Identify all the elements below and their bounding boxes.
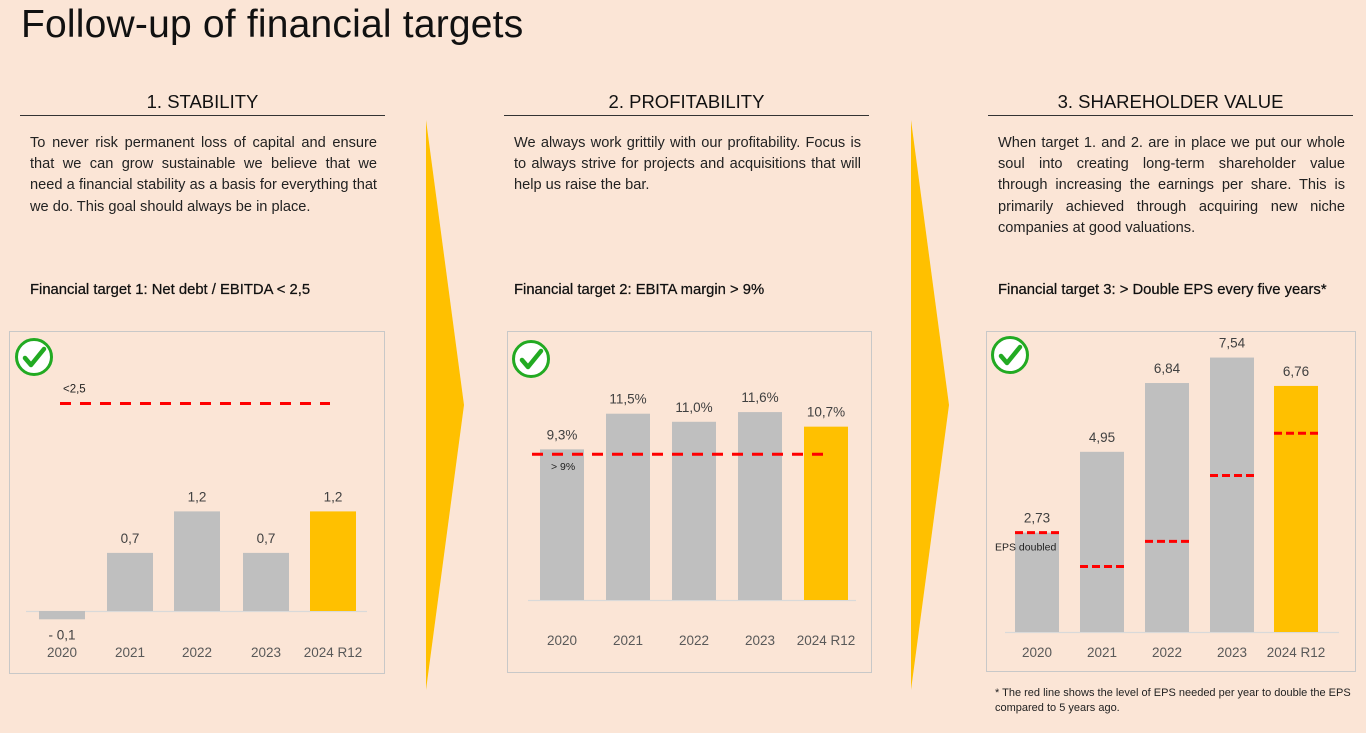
category-label: 2023 xyxy=(251,645,281,660)
section-heading: 1. STABILITY xyxy=(146,91,259,112)
check-circle-icon xyxy=(991,336,1029,374)
bar-2023 xyxy=(243,552,289,611)
heading-divider xyxy=(504,115,869,116)
check-mark-icon xyxy=(998,344,1023,366)
data-label: 0,7 xyxy=(121,531,140,546)
bar-2021 xyxy=(606,413,650,600)
financial-target-label: Financial target 2: EBITA margin > 9% xyxy=(514,282,765,298)
chart-svg: 2,73 2020 4,95 2021 6,84 2022 7,54 2023 6,76 2024… xyxy=(991,336,1339,660)
category-label: 2021 xyxy=(1087,645,1117,660)
category-label: 2024 R12 xyxy=(1267,645,1326,660)
category-label: 2022 xyxy=(1152,645,1182,660)
heading-divider xyxy=(988,115,1353,116)
data-label: 1,2 xyxy=(324,489,343,504)
bar-2022 xyxy=(174,511,220,611)
category-label: 2023 xyxy=(745,633,775,648)
category-label: 2021 xyxy=(115,645,145,660)
category-label: 2023 xyxy=(1217,645,1247,660)
financial-target-label: Financial target 1: Net debt / EBITDA < … xyxy=(30,282,311,298)
chevron-right-arrow-icon xyxy=(426,120,464,690)
section-description: To never risk permanent loss of capital … xyxy=(30,135,377,215)
bar-2024-r12 xyxy=(1274,385,1318,632)
category-label: 2020 xyxy=(47,645,77,660)
category-label: 2021 xyxy=(613,633,643,648)
data-label: 1,2 xyxy=(188,489,207,504)
target-line-label: > 9% xyxy=(551,461,575,473)
bar-2023 xyxy=(738,412,782,600)
category-label: 2020 xyxy=(1022,645,1052,660)
chart-ebita-margin: 9,3% 2020 11,5% 2021 11,0% 2022 11,6% 2023 10,7%… xyxy=(507,331,872,673)
bar-2022 xyxy=(672,421,716,600)
footnote: * The red line shows the level of EPS ne… xyxy=(995,687,1351,714)
bar-2020 xyxy=(540,449,584,600)
bar-2021 xyxy=(1080,451,1124,632)
chart-eps: 2,73 2020 4,95 2021 6,84 2022 7,54 2023 6,76 2024… xyxy=(986,331,1356,672)
section-heading: 2. PROFITABILITY xyxy=(608,91,765,112)
page-title: Follow-up of financial targets xyxy=(21,3,524,46)
chart-net-debt-ebitda: - 0,1 2020 0,7 2021 1,2 2022 0,7 2023 1,2 2024 R1… xyxy=(9,331,385,674)
bar-2020 xyxy=(39,611,85,620)
bar-2024-r12 xyxy=(310,511,356,611)
category-label: 2020 xyxy=(547,633,577,648)
data-label: 11,5% xyxy=(609,392,646,407)
section-description: When target 1. and 2. are in place we pu… xyxy=(998,135,1345,236)
category-label: 2022 xyxy=(679,633,709,648)
bar-2022 xyxy=(1145,383,1189,632)
section-heading: 3. SHAREHOLDER VALUE xyxy=(1057,91,1284,112)
check-mark-icon xyxy=(22,346,47,368)
bar-2021 xyxy=(107,552,153,611)
data-label: 6,76 xyxy=(1283,364,1309,379)
bar-2020 xyxy=(1015,532,1059,632)
chevron-right-arrow-icon xyxy=(911,120,949,690)
category-label: 2024 R12 xyxy=(797,633,856,648)
check-mark-icon xyxy=(519,348,544,370)
data-label: 11,0% xyxy=(675,400,712,415)
chart-svg: - 0,1 2020 0,7 2021 1,2 2022 0,7 2023 1,2 2024 R1… xyxy=(15,338,367,660)
chart-svg: 9,3% 2020 11,5% 2021 11,0% 2022 11,6% 2023 10,7%… xyxy=(512,340,856,648)
data-label: 4,95 xyxy=(1089,430,1115,445)
data-label: 2,73 xyxy=(1024,511,1050,526)
category-label: 2022 xyxy=(182,645,212,660)
check-circle-icon xyxy=(512,340,550,378)
data-label: 7,54 xyxy=(1219,336,1246,351)
data-label: 9,3% xyxy=(547,427,578,442)
section-description: We always work grittily with our profita… xyxy=(514,135,861,194)
bar-2024-r12 xyxy=(804,426,848,600)
data-label: 6,84 xyxy=(1154,361,1181,376)
target-line-label: <2,5 xyxy=(63,384,86,396)
category-label: 2024 R12 xyxy=(304,645,363,660)
financial-target-label: Financial target 3: > Double EPS every f… xyxy=(998,282,1327,298)
data-label: 10,7% xyxy=(807,405,845,420)
check-circle-icon xyxy=(15,338,53,376)
heading-divider xyxy=(20,115,385,116)
data-label: 0,7 xyxy=(257,531,276,546)
data-label: - 0,1 xyxy=(48,627,75,642)
bar-2023 xyxy=(1210,357,1254,632)
required-eps-label: EPS doubled xyxy=(995,542,1056,554)
data-label: 11,6% xyxy=(741,390,778,405)
